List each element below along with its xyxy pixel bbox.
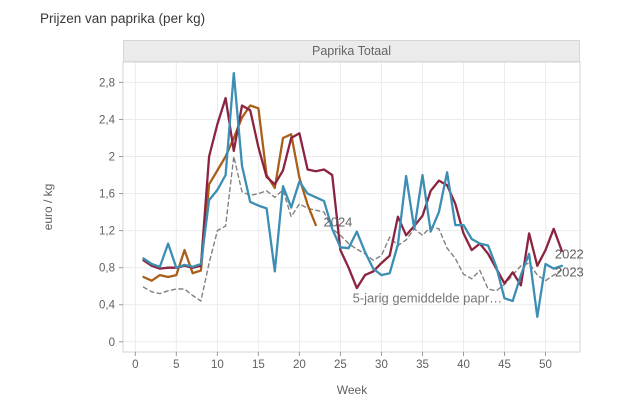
svg-text:45: 45: [498, 359, 511, 371]
svg-text:30: 30: [375, 359, 388, 371]
series-label-2024: 2024: [323, 214, 353, 230]
svg-text:35: 35: [416, 359, 429, 371]
page-title: Prijzen van paprika (per kg): [40, 11, 206, 26]
panel-title: Paprika Totaal: [312, 44, 391, 58]
series-label-5yr-average: 5-jarig gemiddelde papr…: [352, 290, 503, 306]
svg-text:25: 25: [334, 359, 347, 371]
svg-text:40: 40: [457, 359, 470, 371]
svg-text:20: 20: [293, 359, 306, 371]
svg-text:0: 0: [132, 359, 138, 371]
svg-text:10: 10: [211, 359, 224, 371]
y-axis-title: euro / kg: [41, 183, 55, 231]
svg-text:0,4: 0,4: [99, 300, 116, 312]
svg-text:0,8: 0,8: [99, 263, 115, 275]
svg-text:2,4: 2,4: [99, 114, 116, 126]
svg-text:0: 0: [109, 337, 115, 349]
svg-text:1,2: 1,2: [99, 226, 115, 238]
svg-text:15: 15: [252, 359, 265, 371]
x-axis-title: Week: [336, 383, 368, 397]
svg-text:50: 50: [539, 359, 552, 371]
svg-text:1,6: 1,6: [99, 189, 115, 201]
svg-text:2: 2: [109, 152, 115, 164]
svg-text:5: 5: [173, 359, 179, 371]
series-label-2022: 2022: [554, 246, 584, 262]
svg-text:2,8: 2,8: [99, 77, 115, 89]
series-label-2023: 2023: [554, 264, 584, 280]
